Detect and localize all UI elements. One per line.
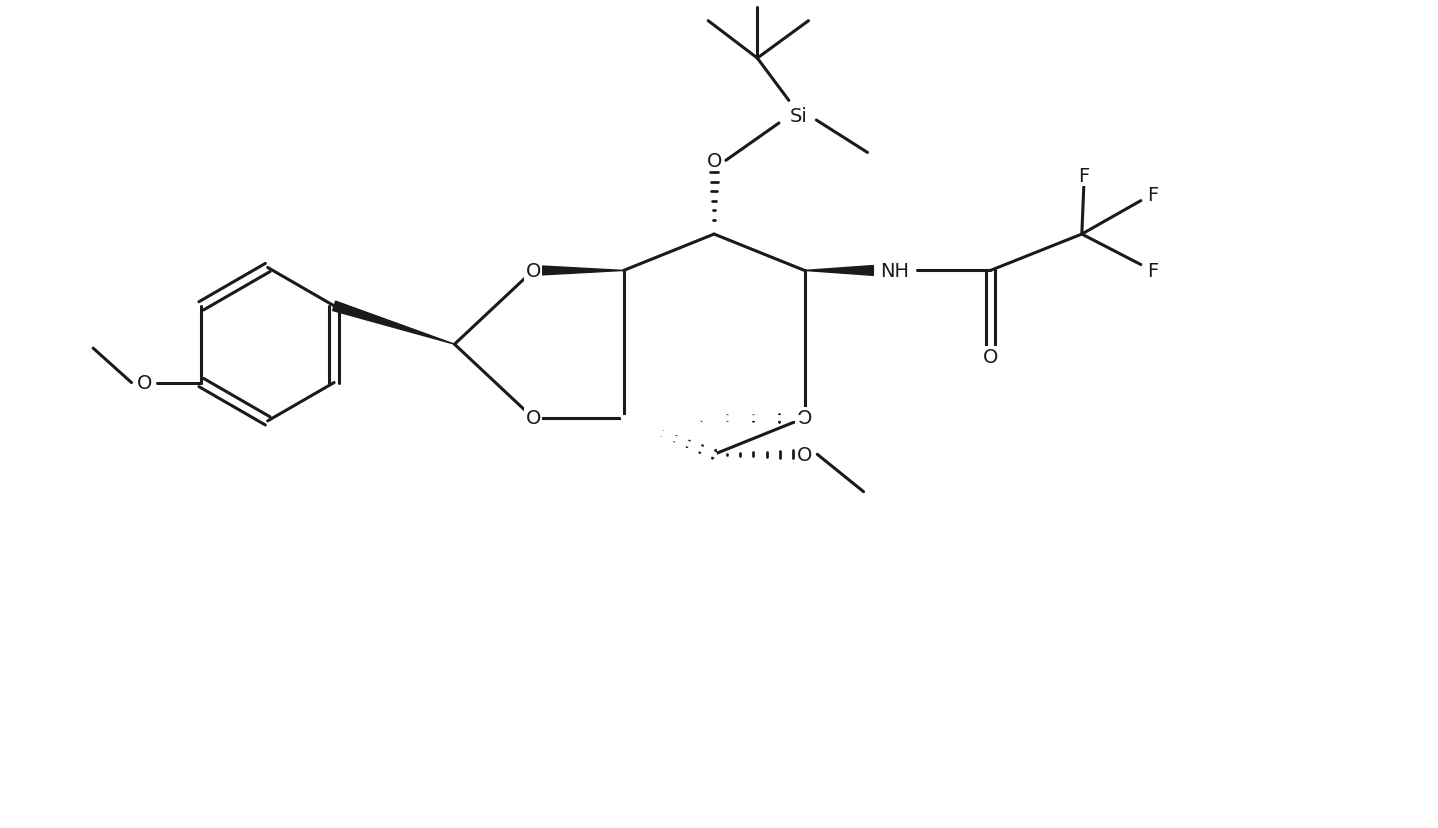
Text: F: F xyxy=(1148,262,1158,281)
Text: F: F xyxy=(1148,186,1158,205)
Polygon shape xyxy=(332,301,454,344)
Text: Si: Si xyxy=(789,107,808,125)
Text: O: O xyxy=(137,373,152,392)
Text: O: O xyxy=(525,409,541,428)
Text: O: O xyxy=(525,262,541,281)
Text: O: O xyxy=(797,409,812,428)
Text: O: O xyxy=(706,152,722,171)
Polygon shape xyxy=(533,266,624,276)
Text: O: O xyxy=(982,348,998,367)
Text: NH: NH xyxy=(880,262,909,281)
Text: O: O xyxy=(797,445,812,465)
Text: F: F xyxy=(1078,166,1090,185)
Polygon shape xyxy=(804,266,873,276)
